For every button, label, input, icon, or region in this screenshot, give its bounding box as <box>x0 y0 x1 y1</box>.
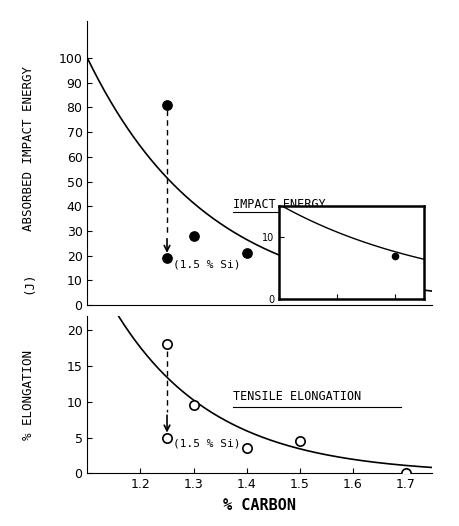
Point <box>242 249 250 257</box>
Text: TENSILE ELONGATION: TENSILE ELONGATION <box>233 390 361 403</box>
Point <box>163 340 170 349</box>
Text: (1.5 % Si): (1.5 % Si) <box>173 259 241 269</box>
Point <box>190 232 197 240</box>
Text: IMPACT ENERGY: IMPACT ENERGY <box>233 198 325 211</box>
Point <box>296 249 303 257</box>
X-axis label: % CARBON: % CARBON <box>223 498 296 513</box>
Point <box>163 254 170 262</box>
Text: (J): (J) <box>22 271 35 294</box>
Text: ABSORBED IMPACT ENERGY: ABSORBED IMPACT ENERGY <box>22 66 35 231</box>
Point <box>163 433 170 442</box>
Point <box>242 444 250 452</box>
Point <box>296 437 303 446</box>
Point <box>401 469 409 478</box>
Point <box>401 284 409 292</box>
Text: % ELONGATION: % ELONGATION <box>22 349 35 440</box>
Point <box>190 401 197 409</box>
Text: (1.5 % Si): (1.5 % Si) <box>173 439 241 449</box>
Point <box>163 101 170 109</box>
